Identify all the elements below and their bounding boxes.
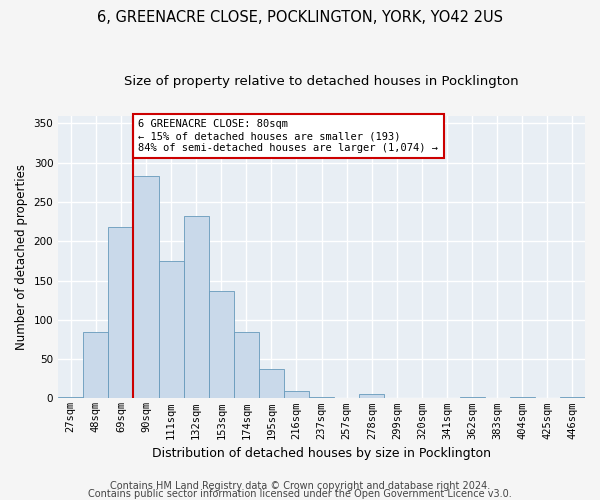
Bar bbox=[560, 397, 585, 398]
X-axis label: Distribution of detached houses by size in Pocklington: Distribution of detached houses by size … bbox=[152, 447, 491, 460]
Bar bbox=[209, 291, 234, 399]
Bar bbox=[158, 261, 184, 398]
Bar bbox=[460, 397, 485, 398]
Bar bbox=[510, 397, 535, 398]
Bar bbox=[234, 332, 259, 398]
Bar bbox=[133, 176, 158, 398]
Bar bbox=[309, 397, 334, 398]
Text: 6 GREENACRE CLOSE: 80sqm
← 15% of detached houses are smaller (193)
84% of semi-: 6 GREENACRE CLOSE: 80sqm ← 15% of detach… bbox=[139, 120, 439, 152]
Bar bbox=[83, 332, 109, 398]
Text: 6, GREENACRE CLOSE, POCKLINGTON, YORK, YO42 2US: 6, GREENACRE CLOSE, POCKLINGTON, YORK, Y… bbox=[97, 10, 503, 25]
Text: Contains public sector information licensed under the Open Government Licence v3: Contains public sector information licen… bbox=[88, 489, 512, 499]
Text: Contains HM Land Registry data © Crown copyright and database right 2024.: Contains HM Land Registry data © Crown c… bbox=[110, 481, 490, 491]
Bar bbox=[284, 390, 309, 398]
Bar bbox=[259, 368, 284, 398]
Bar bbox=[58, 397, 83, 398]
Bar bbox=[109, 227, 133, 398]
Y-axis label: Number of detached properties: Number of detached properties bbox=[15, 164, 28, 350]
Bar bbox=[184, 216, 209, 398]
Bar bbox=[359, 394, 385, 398]
Title: Size of property relative to detached houses in Pocklington: Size of property relative to detached ho… bbox=[124, 75, 519, 88]
